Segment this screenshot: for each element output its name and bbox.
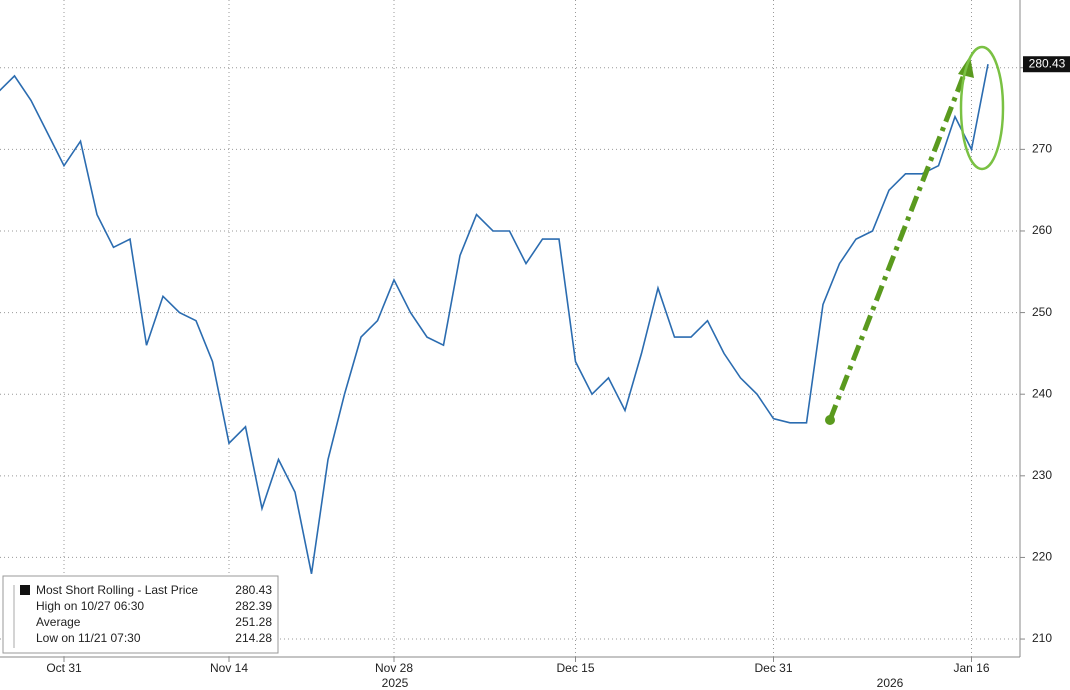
price-line — [0, 64, 989, 574]
y-tick-label: 220 — [1032, 550, 1052, 564]
x-tick-label: Nov 14 — [210, 661, 248, 675]
y-tick-label: 250 — [1032, 305, 1052, 319]
y-tick-label: 270 — [1032, 142, 1052, 156]
legend-value: 214.28 — [235, 631, 272, 645]
highlight-ellipse — [959, 45, 1005, 171]
y-tick-label: 210 — [1032, 631, 1052, 645]
plot — [0, 0, 1020, 657]
last-price-label: 280.43 — [1029, 56, 1066, 70]
y-tick-label: 260 — [1032, 223, 1052, 237]
year-label: 2026 — [877, 676, 904, 690]
arrow-start — [825, 415, 835, 425]
legend-swatch — [20, 585, 30, 595]
legend-label: Average — [36, 615, 81, 629]
x-tick-label: Dec 31 — [754, 661, 792, 675]
legend: Most Short Rolling - Last Price 280.43 H… — [2, 575, 279, 654]
x-tick-label: Dec 15 — [556, 661, 594, 675]
legend-label: High on 10/27 06:30 — [36, 599, 144, 613]
y-tick-label: 230 — [1032, 468, 1052, 482]
legend-value: 251.28 — [235, 615, 272, 629]
trend-arrow — [827, 71, 968, 421]
legend-value: 282.39 — [235, 599, 272, 613]
legend-label: Low on 11/21 07:30 — [36, 631, 141, 645]
x-tick-label: Nov 28 — [375, 661, 413, 675]
year-label: 2025 — [382, 676, 409, 690]
legend-value: 280.43 — [235, 583, 272, 597]
legend-label: Most Short Rolling - Last Price — [36, 583, 198, 597]
last-price-box — [1023, 56, 1070, 73]
x-tick-label: Jan 16 — [953, 661, 989, 675]
legend-box — [2, 575, 279, 654]
x-tick-label: Oct 31 — [46, 661, 82, 675]
y-tick-label: 240 — [1032, 386, 1052, 400]
